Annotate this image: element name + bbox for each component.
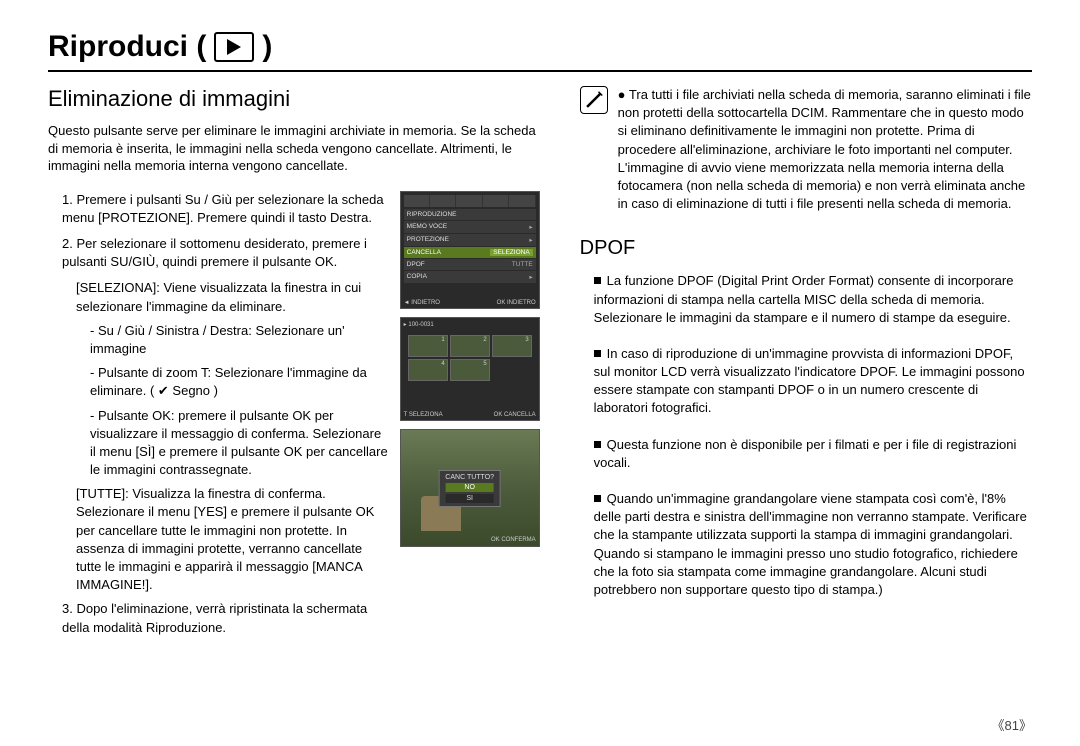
step-2b: [TUTTE]: Visualizza la finestra di confe…	[76, 485, 390, 594]
page-title: Riproduci ( )	[48, 30, 1032, 72]
step-2b-label: [TUTTE]:	[76, 486, 129, 501]
step-2a-label: [SELEZIONA]:	[76, 280, 160, 295]
step-2a-sub2: - Pulsante di zoom T: Selezionare l'imma…	[90, 364, 390, 400]
camera-screen-thumbs: ▸ 100-0031 123 45 T SELEZIONAOK CANCELLA	[400, 317, 540, 421]
dialog-ok-label: OK CONFERMA	[491, 537, 536, 543]
menu-ok: OK INDIETRO	[497, 300, 536, 306]
dpof-bullet-2: In caso di riproduzione di un'immagine p…	[580, 345, 1032, 418]
dpof-bullet-4: Quando un'immagine grandangolare viene s…	[580, 490, 1032, 599]
thumb-ok: OK CANCELLA	[494, 412, 536, 418]
dialog-no: NO	[445, 483, 494, 492]
note-text: ● Tra tutti i file archiviati nella sche…	[618, 86, 1032, 213]
section-heading-delete: Eliminazione di immagini	[48, 86, 540, 112]
dpof-bullet-1: La funzione DPOF (Digital Print Order Fo…	[580, 272, 1032, 327]
step-2: 2. Per selezionare il sottomenu desidera…	[48, 235, 390, 271]
thumb-counter: 100-0031	[408, 322, 433, 328]
menu-row: MEMO VOCE	[407, 223, 447, 231]
note-body: Tra tutti i file archiviati nella scheda…	[618, 87, 1031, 211]
step-1: 1. Premere i pulsanti Su / Giù per selez…	[48, 191, 390, 227]
thumb-t: T SELEZIONA	[404, 412, 443, 418]
camera-screen-menu: RIPRODUZIONE MEMO VOCE▸ PROTEZIONE▸ CANC…	[400, 191, 540, 309]
menu-row: RIPRODUZIONE	[407, 211, 457, 218]
menu-row: DPOF	[407, 261, 425, 268]
steps-text: 1. Premere i pulsanti Su / Giù per selez…	[48, 191, 390, 645]
note-icon	[580, 86, 608, 114]
menu-back: ◄ INDIETRO	[404, 300, 440, 306]
steps-block: 1. Premere i pulsanti Su / Giù per selez…	[48, 191, 540, 645]
step-2a: [SELEZIONA]: Viene visualizzata la fines…	[76, 279, 390, 315]
dpof-heading: DPOF	[580, 237, 1032, 260]
title-suffix: )	[262, 30, 272, 64]
title-prefix: Riproduci (	[48, 30, 206, 64]
confirm-dialog: CANC TUTTO? NO SI	[438, 470, 501, 507]
note-box: ● Tra tutti i file archiviati nella sche…	[580, 86, 1032, 213]
camera-screen-confirm: CANC TUTTO? NO SI OK CONFERMA	[400, 429, 540, 547]
thumb-grid: 123 45	[404, 331, 536, 385]
step-2a-sub1: - Su / Giù / Sinistra / Destra: Selezion…	[90, 322, 390, 358]
dialog-si: SI	[445, 494, 494, 503]
left-column: Eliminazione di immagini Questo pulsante…	[48, 86, 540, 645]
dialog-title: CANC TUTTO?	[445, 474, 494, 481]
menu-row: COPIA	[407, 273, 427, 281]
page-number: 《81》	[992, 715, 1032, 734]
dpof-bullet-3: Questa funzione non è disponibile per i …	[580, 436, 1032, 472]
camera-screens: RIPRODUZIONE MEMO VOCE▸ PROTEZIONE▸ CANC…	[400, 191, 540, 547]
right-column: ● Tra tutti i file archiviati nella sche…	[580, 86, 1032, 645]
step-3: 3. Dopo l'eliminazione, verrà ripristina…	[48, 600, 390, 636]
step-2a-sub3: - Pulsante OK: premere il pulsante OK pe…	[90, 407, 390, 480]
menu-row-selected: CANCELLA	[407, 249, 441, 256]
content-columns: Eliminazione di immagini Questo pulsante…	[48, 86, 1032, 645]
play-icon	[214, 32, 254, 62]
intro-text: Questo pulsante serve per eliminare le i…	[48, 122, 540, 175]
step-2b-text: Visualizza la finestra di conferma. Sele…	[76, 486, 374, 592]
menu-row: PROTEZIONE	[407, 236, 449, 244]
